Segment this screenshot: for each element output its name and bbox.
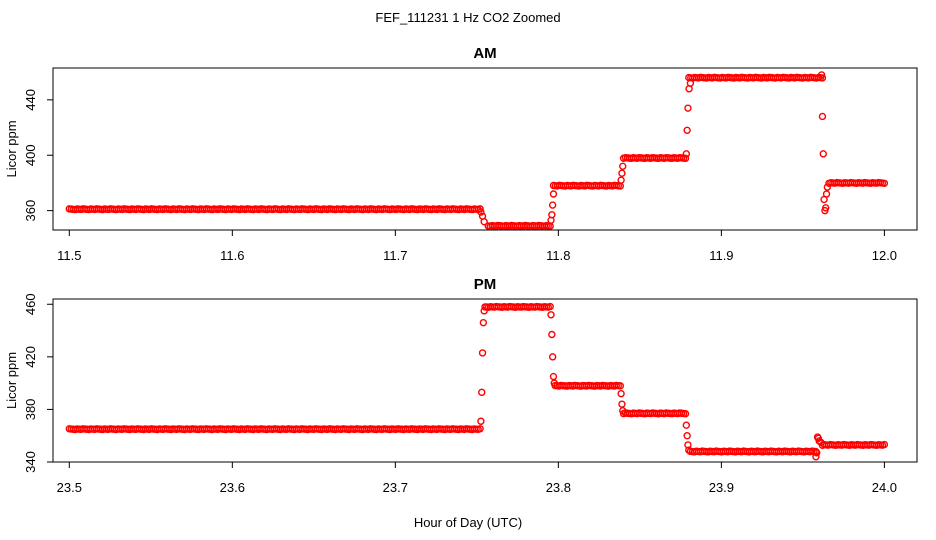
pm-data-point (815, 437, 823, 445)
pm-y-tick-label: 340 (23, 451, 38, 473)
pm-data-point (813, 449, 821, 457)
pm-data-point (480, 307, 488, 315)
pm-data-point (880, 440, 889, 449)
am-panel-title: AM (473, 45, 496, 62)
am-data-point (822, 190, 831, 198)
pm-data-point (616, 382, 625, 390)
pm-data-point (685, 446, 693, 454)
pm-data-point (478, 349, 487, 357)
pm-y-axis-label: Licor ppm (4, 352, 19, 409)
am-data-point (682, 150, 691, 158)
pm-data-points (65, 302, 889, 461)
am-data-point (477, 208, 485, 216)
pm-x-tick-label: 23.9 (709, 480, 734, 495)
am-y-axis: 360 400 440 (23, 89, 53, 221)
pm-x-tick-label: 23.7 (383, 480, 408, 495)
am-data-point (548, 211, 556, 219)
am-plot-frame (52, 67, 918, 231)
am-y-axis-label: Licor ppm (4, 120, 19, 177)
am-data-point (818, 74, 827, 82)
pm-data-point (479, 318, 488, 327)
x-axis-label: Hour of Day (UTC) (414, 515, 522, 530)
pm-y-tick-label: 460 (23, 293, 38, 315)
am-data-points (65, 71, 889, 230)
pm-y-axis: 340 380 420 460 (23, 293, 53, 473)
am-y-tick-label: 360 (23, 200, 38, 222)
pm-panel: PM Licor ppm 23.5 23.6 23.7 23.8 23.9 24.0 34… (4, 276, 918, 495)
pm-data-point (481, 303, 489, 311)
pm-data-point (548, 353, 557, 361)
am-y-tick-label: 400 (23, 144, 38, 166)
am-data-point (549, 190, 558, 198)
pm-x-tick-label: 24.0 (872, 480, 897, 495)
pm-data-point (617, 389, 625, 398)
am-y-tick-label: 440 (23, 89, 38, 111)
pm-data-point (618, 400, 626, 408)
pm-data-point (549, 372, 558, 381)
pm-x-tick-label: 23.5 (57, 480, 82, 495)
am-data-point (686, 79, 695, 87)
pm-data-point (477, 417, 485, 425)
am-x-tick-label: 12.0 (872, 248, 897, 263)
am-data-point (684, 104, 692, 112)
pm-data-point (683, 432, 691, 440)
pm-data-point (547, 311, 555, 319)
am-data-point (619, 162, 627, 171)
am-x-tick-label: 11.5 (57, 248, 81, 263)
am-data-point (476, 205, 484, 213)
am-data-point (823, 183, 832, 191)
pm-data-point (548, 330, 556, 339)
am-data-point (822, 204, 830, 212)
pm-y-tick-label: 420 (23, 346, 38, 368)
am-x-tick-label: 11.7 (383, 248, 407, 263)
pm-x-axis: 23.5 23.6 23.7 23.8 23.9 24.0 (57, 462, 897, 495)
am-x-tick-label: 11.6 (220, 248, 244, 263)
am-data-point (480, 217, 488, 226)
pm-data-point (681, 410, 690, 418)
pm-panel-title: PM (474, 276, 497, 293)
am-data-point (681, 154, 690, 163)
pm-plot-frame (52, 298, 918, 463)
am-x-tick-label: 11.9 (709, 248, 733, 263)
pm-data-point (817, 438, 825, 446)
pm-data-point (682, 421, 691, 429)
am-data-point (819, 150, 827, 158)
pm-data-point (550, 379, 558, 387)
am-data-point (683, 126, 691, 135)
am-x-axis: 11.5 11.6 11.7 11.8 11.9 12.0 (57, 230, 897, 263)
am-x-tick-label: 11.8 (546, 248, 570, 263)
am-data-point (817, 71, 826, 79)
pm-data-point (619, 407, 627, 415)
am-data-point (818, 112, 827, 121)
pm-data-point (812, 453, 820, 461)
am-data-point (618, 169, 626, 177)
am-data-point (880, 179, 889, 187)
figure-title: FEF_111231 1 Hz CO2 Zoomed (375, 10, 560, 25)
am-data-point (617, 176, 625, 184)
pm-data-point (476, 425, 484, 433)
am-data-point (548, 201, 557, 209)
pm-x-tick-label: 23.6 (220, 480, 245, 495)
pm-data-point (546, 302, 554, 311)
pm-x-tick-label: 23.8 (546, 480, 571, 495)
pm-y-tick-label: 380 (23, 399, 38, 421)
am-panel: AM Licor ppm 11.5 11.6 11.7 11.8 11.9 12.0 36… (4, 45, 918, 263)
pm-data-point (478, 388, 486, 397)
